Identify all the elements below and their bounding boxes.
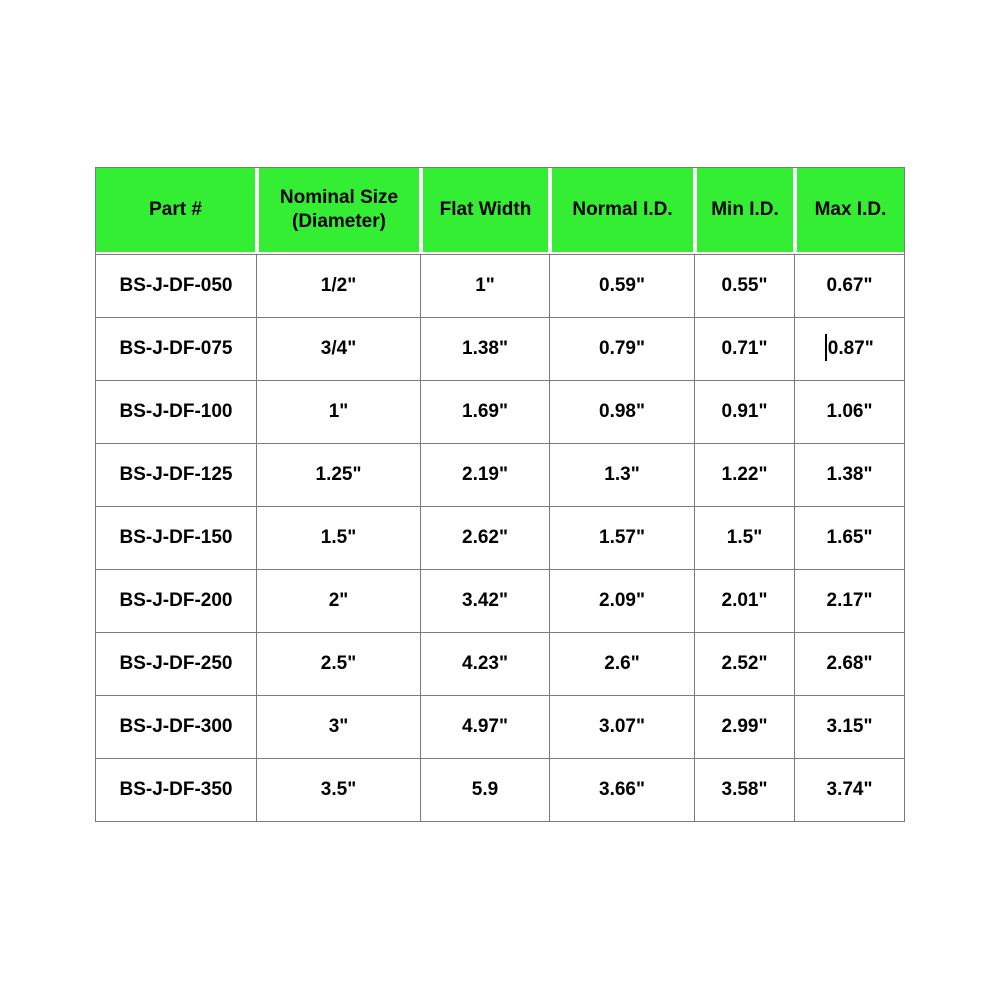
header-cell-flat-width[interactable]: Flat Width bbox=[421, 168, 550, 254]
table-row: BS-J-DF-075 3/4" 1.38" 0.79" 0.71" 0.87" bbox=[96, 318, 904, 381]
table-cell[interactable]: 5.9 bbox=[421, 759, 550, 821]
table-cell[interactable]: 4.97" bbox=[421, 696, 550, 759]
table-cell[interactable]: 3.5" bbox=[257, 759, 421, 821]
table-row: BS-J-DF-125 1.25" 2.19" 1.3" 1.22" 1.38" bbox=[96, 444, 904, 507]
text-cursor bbox=[825, 334, 827, 361]
table-cell[interactable]: 3.15" bbox=[795, 696, 904, 759]
table-cell[interactable]: 1.25" bbox=[257, 444, 421, 507]
table-cell[interactable]: 2.09" bbox=[550, 570, 695, 633]
header-cell-nominal-size[interactable]: Nominal Size (Diameter) bbox=[257, 168, 421, 254]
table-row: BS-J-DF-350 3.5" 5.9 3.66" 3.58" 3.74" bbox=[96, 759, 904, 821]
header-cell-part-number[interactable]: Part # bbox=[96, 168, 257, 254]
table-row: BS-J-DF-250 2.5" 4.23" 2.6" 2.52" 2.68" bbox=[96, 633, 904, 696]
table-cell[interactable]: 3" bbox=[257, 696, 421, 759]
table-cell[interactable]: 1.5" bbox=[257, 507, 421, 570]
table-cell[interactable]: 3.07" bbox=[550, 696, 695, 759]
table-cell[interactable]: BS-J-DF-100 bbox=[96, 381, 257, 444]
table-row: BS-J-DF-300 3" 4.97" 3.07" 2.99" 3.15" bbox=[96, 696, 904, 759]
table-cell[interactable]: 2.01" bbox=[695, 570, 795, 633]
table-cell[interactable]: 1.57" bbox=[550, 507, 695, 570]
table-row: BS-J-DF-200 2" 3.42" 2.09" 2.01" 2.17" bbox=[96, 570, 904, 633]
table-cell[interactable]: 0.79" bbox=[550, 318, 695, 381]
table-cell[interactable]: 3.42" bbox=[421, 570, 550, 633]
table-cell[interactable]: 1" bbox=[257, 381, 421, 444]
table-cell[interactable]: 3.74" bbox=[795, 759, 904, 821]
table-cell[interactable]: BS-J-DF-075 bbox=[96, 318, 257, 381]
table-cell[interactable]: 2.19" bbox=[421, 444, 550, 507]
table-cell[interactable]: BS-J-DF-050 bbox=[96, 254, 257, 318]
table-cell[interactable]: 2.99" bbox=[695, 696, 795, 759]
table-cell[interactable]: 1.69" bbox=[421, 381, 550, 444]
table-cell[interactable]: BS-J-DF-350 bbox=[96, 759, 257, 821]
table-cell[interactable]: 0.67" bbox=[795, 254, 904, 318]
table-cell[interactable]: 1.65" bbox=[795, 507, 904, 570]
table-cell[interactable]: 1.3" bbox=[550, 444, 695, 507]
table-cell[interactable]: 1.06" bbox=[795, 381, 904, 444]
header-cell-normal-id[interactable]: Normal I.D. bbox=[550, 168, 695, 254]
table-cell[interactable]: 2.17" bbox=[795, 570, 904, 633]
table-body: BS-J-DF-050 1/2" 1" 0.59" 0.55" 0.67" BS-J-DF-… bbox=[96, 254, 904, 821]
table-cell[interactable]: 2.68" bbox=[795, 633, 904, 696]
table-cell[interactable]: 2" bbox=[257, 570, 421, 633]
table-cell[interactable]: BS-J-DF-150 bbox=[96, 507, 257, 570]
table-cell[interactable]: BS-J-DF-300 bbox=[96, 696, 257, 759]
header-cell-min-id[interactable]: Min I.D. bbox=[695, 168, 795, 254]
table-cell[interactable]: 1/2" bbox=[257, 254, 421, 318]
table-row: BS-J-DF-050 1/2" 1" 0.59" 0.55" 0.67" bbox=[96, 254, 904, 318]
table-cell[interactable]: 2.5" bbox=[257, 633, 421, 696]
table-cell[interactable]: 3.66" bbox=[550, 759, 695, 821]
table-cell[interactable]: 2.6" bbox=[550, 633, 695, 696]
table-cell[interactable]: 3/4" bbox=[257, 318, 421, 381]
table-cell[interactable]: 1" bbox=[421, 254, 550, 318]
table-cell[interactable]: BS-J-DF-200 bbox=[96, 570, 257, 633]
table-row: BS-J-DF-100 1" 1.69" 0.98" 0.91" 1.06" bbox=[96, 381, 904, 444]
table-cell[interactable]: 0.55" bbox=[695, 254, 795, 318]
table-cell[interactable]: 0.87" bbox=[795, 318, 904, 381]
header-row: Part # Nominal Size (Diameter) Flat Widt… bbox=[96, 168, 904, 254]
table-cell[interactable]: 0.91" bbox=[695, 381, 795, 444]
table-cell[interactable]: 4.23" bbox=[421, 633, 550, 696]
size-spec-table: Part # Nominal Size (Diameter) Flat Widt… bbox=[95, 167, 905, 822]
header-cell-max-id[interactable]: Max I.D. bbox=[795, 168, 904, 254]
table-cell[interactable]: BS-J-DF-250 bbox=[96, 633, 257, 696]
table-cell[interactable]: 1.38" bbox=[421, 318, 550, 381]
table-cell[interactable]: 2.52" bbox=[695, 633, 795, 696]
table-cell[interactable]: 3.58" bbox=[695, 759, 795, 821]
table-cell[interactable]: 1.5" bbox=[695, 507, 795, 570]
table-cell[interactable]: 0.59" bbox=[550, 254, 695, 318]
table-cell[interactable]: 1.38" bbox=[795, 444, 904, 507]
table-cell[interactable]: 0.71" bbox=[695, 318, 795, 381]
table-cell[interactable]: BS-J-DF-125 bbox=[96, 444, 257, 507]
table-row: BS-J-DF-150 1.5" 2.62" 1.57" 1.5" 1.65" bbox=[96, 507, 904, 570]
table-cell[interactable]: 2.62" bbox=[421, 507, 550, 570]
table-cell[interactable]: 1.22" bbox=[695, 444, 795, 507]
table-cell[interactable]: 0.98" bbox=[550, 381, 695, 444]
